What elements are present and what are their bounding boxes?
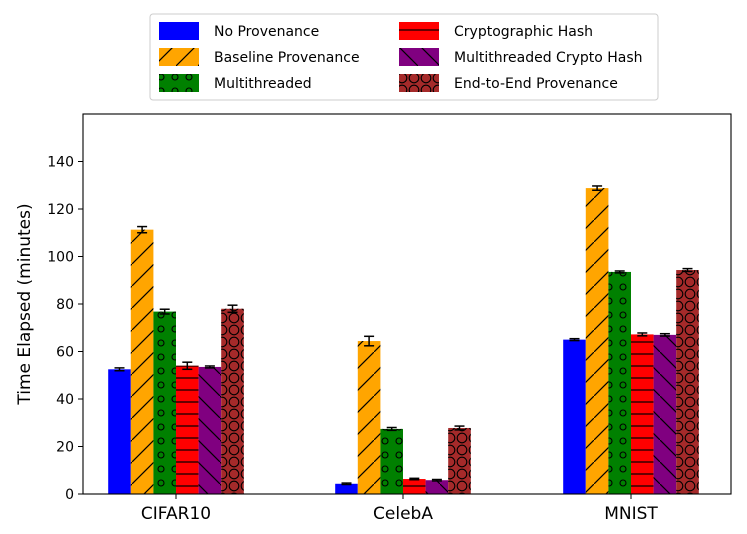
error-bar-end-to-end-provenance-cifar10 — [227, 304, 238, 314]
y-tick-label-80: 80 — [56, 297, 74, 313]
y-tick-label-120: 120 — [47, 202, 74, 218]
bar-no-provenance-mnist — [563, 339, 586, 494]
legend-item-end-to-end-provenance-label: End-to-End Provenance — [454, 76, 618, 92]
error-bar-cryptographic-hash-cifar10 — [182, 361, 193, 371]
legend-item-cryptographic-hash-swatch-hatch — [399, 22, 439, 40]
bar-end-to-end-provenance-mnist — [676, 270, 699, 494]
legend: No Provenance Baseline Provenance Multithr… — [149, 13, 659, 101]
legend-item-no-provenance: No Provenance — [159, 22, 319, 40]
legend-item-multithreaded-label: Multithreaded — [214, 76, 312, 92]
error-bar-baseline-provenance-mnist — [592, 185, 603, 191]
y-tick-label-100: 100 — [47, 250, 74, 266]
bar-no-provenance-celeba-fill — [335, 483, 358, 494]
y-tick-label-60: 60 — [56, 345, 74, 361]
bar-multithreaded-celeba-hatch — [380, 428, 403, 494]
bar-multithreaded-celeba — [380, 428, 403, 494]
legend-item-no-provenance-swatch — [159, 22, 199, 40]
bar-end-to-end-provenance-cifar10 — [221, 308, 244, 494]
legend-item-baseline-provenance-label: Baseline Provenance — [214, 50, 360, 66]
error-bar-no-provenance-celeba — [341, 482, 352, 486]
bar-baseline-provenance-cifar10 — [130, 229, 154, 494]
bars — [108, 188, 699, 494]
y-tick-label-0: 0 — [65, 487, 74, 503]
legend-item-multithreaded-crypto-hash-swatch-hatch — [399, 48, 439, 66]
bar-cryptographic-hash-mnist-hatch — [631, 334, 654, 494]
bar-no-provenance-mnist-fill — [563, 339, 586, 494]
bar-cryptographic-hash-mnist — [631, 334, 654, 494]
legend-item-cryptographic-hash: Cryptographic Hash — [399, 22, 593, 40]
error-bar-baseline-provenance-celeba — [364, 335, 375, 347]
error-bar-multithreaded-celeba — [386, 426, 397, 432]
legend-item-end-to-end-provenance: End-to-End Provenance — [399, 74, 618, 92]
bar-multithreaded-cifar10 — [153, 311, 176, 494]
error-bar-multithreaded-crypto-hash-cifar10 — [204, 365, 215, 369]
bar-multithreaded-crypto-hash-celeba — [425, 480, 449, 494]
error-bar-multithreaded-mnist — [614, 270, 625, 274]
bar-cryptographic-hash-cifar10 — [176, 365, 199, 494]
bar-multithreaded-crypto-hash-mnist-hatch — [653, 334, 677, 494]
bar-cryptographic-hash-celeba-hatch — [403, 479, 426, 494]
legend-item-no-provenance-label: No Provenance — [214, 24, 319, 40]
bar-cryptographic-hash-celeba — [403, 479, 426, 494]
bar-no-provenance-celeba — [335, 483, 358, 494]
legend-item-multithreaded-swatch-hatch — [159, 74, 199, 92]
bar-multithreaded-mnist-hatch — [608, 271, 631, 494]
legend-item-multithreaded-crypto-hash-label: Multithreaded Crypto Hash — [454, 50, 643, 66]
legend-item-baseline-provenance: Baseline Provenance — [159, 48, 360, 66]
bar-cryptographic-hash-cifar10-hatch — [176, 365, 199, 494]
bar-end-to-end-provenance-celeba — [448, 427, 471, 494]
bar-baseline-provenance-celeba — [357, 341, 381, 494]
y-axis-label: Time Elapsed (minutes) — [15, 203, 35, 405]
bar-multithreaded-crypto-hash-cifar10-hatch — [198, 366, 222, 494]
error-bar-end-to-end-provenance-celeba — [454, 425, 465, 431]
legend-item-multithreaded: Multithreaded — [159, 74, 312, 92]
bar-multithreaded-crypto-hash-cifar10 — [198, 366, 222, 494]
y-tick-label-40: 40 — [56, 392, 74, 408]
legend-item-multithreaded-crypto-hash: Multithreaded Crypto Hash — [399, 48, 643, 66]
bar-end-to-end-provenance-celeba-hatch — [448, 427, 471, 494]
bar-baseline-provenance-celeba-hatch — [357, 341, 381, 494]
x-tick-label-celeba: CelebA — [373, 504, 433, 524]
bar-end-to-end-provenance-mnist-hatch — [676, 270, 699, 494]
bar-multithreaded-crypto-hash-mnist — [653, 334, 677, 494]
bar-baseline-provenance-mnist-hatch — [585, 188, 609, 494]
error-bar-cryptographic-hash-mnist — [637, 332, 648, 337]
bar-no-provenance-cifar10-fill — [108, 369, 131, 494]
error-bars — [114, 185, 693, 486]
x-tick-label-mnist: MNIST — [604, 504, 658, 524]
bar-multithreaded-mnist — [608, 271, 631, 494]
x-tick-label-cifar10: CIFAR10 — [141, 504, 211, 524]
bar-end-to-end-provenance-cifar10-hatch — [221, 308, 244, 494]
y-tick-label-140: 140 — [47, 155, 74, 171]
error-bar-multithreaded-cifar10 — [159, 308, 170, 315]
error-bar-multithreaded-crypto-hash-mnist — [659, 332, 670, 337]
legend-item-cryptographic-hash-label: Cryptographic Hash — [454, 24, 593, 40]
error-bar-baseline-provenance-cifar10 — [137, 225, 148, 234]
bar-no-provenance-cifar10 — [108, 369, 131, 494]
legend-item-baseline-provenance-swatch-hatch — [159, 48, 199, 66]
legend-item-end-to-end-provenance-swatch-hatch — [399, 74, 439, 92]
error-bar-end-to-end-provenance-mnist — [682, 267, 693, 273]
error-bar-cryptographic-hash-celeba — [409, 477, 420, 481]
error-bar-multithreaded-crypto-hash-celeba — [431, 478, 442, 482]
bar-baseline-provenance-cifar10-hatch — [130, 229, 154, 494]
bar-multithreaded-crypto-hash-celeba-hatch — [425, 480, 449, 494]
error-bar-no-provenance-cifar10 — [114, 367, 125, 372]
axes: 0 20 40 60 80 100 120 140 CIFAR10 CelebA MNIST Time… — [15, 113, 732, 524]
error-bar-no-provenance-mnist — [569, 337, 580, 342]
bar-baseline-provenance-mnist — [585, 188, 609, 494]
bar-multithreaded-cifar10-hatch — [153, 311, 176, 494]
y-tick-label-20: 20 — [56, 440, 74, 456]
